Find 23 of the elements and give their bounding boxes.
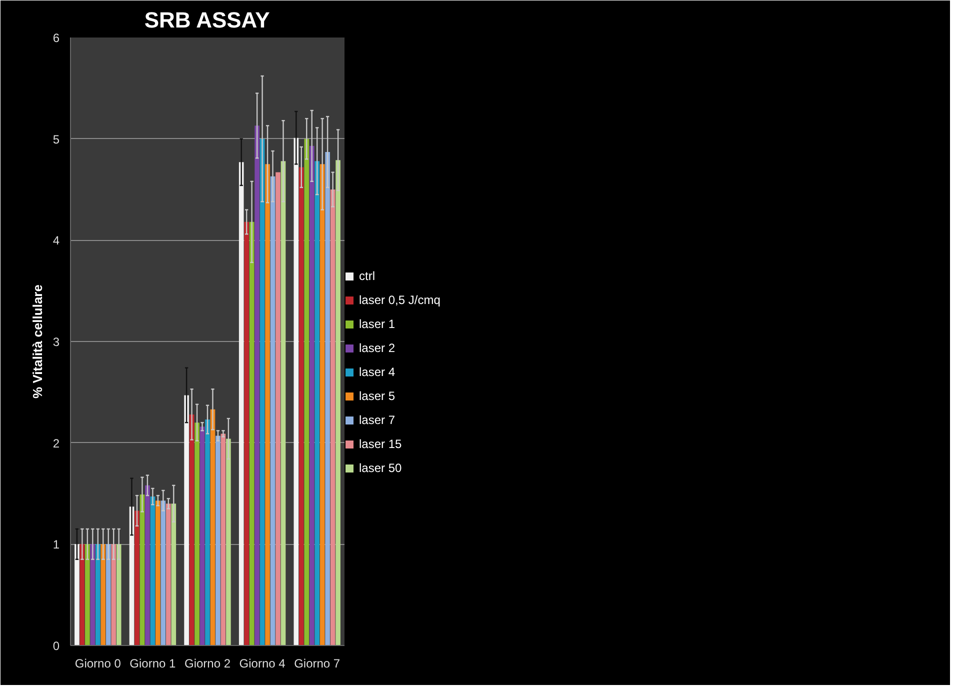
legend-label: ctrl bbox=[359, 269, 376, 283]
y-tick-label: 4 bbox=[52, 234, 60, 248]
y-tick-label: 0 bbox=[52, 639, 60, 653]
x-tick-label: Giorno 0 bbox=[74, 656, 122, 670]
y-axis-title: % Vitalità cellulare bbox=[30, 284, 45, 398]
x-tick-label: Giorno 1 bbox=[130, 656, 176, 670]
legend-label: laser 15 bbox=[359, 437, 402, 451]
y-tick-label: 2 bbox=[52, 436, 60, 450]
legend-label: laser 2 bbox=[359, 341, 396, 355]
legend-label: laser 0,5 J/cmq bbox=[359, 293, 440, 307]
y-tick-label: 6 bbox=[52, 31, 60, 45]
chart-title: SRB ASSAY bbox=[144, 8, 270, 32]
legend-label: laser 5 bbox=[359, 389, 396, 403]
x-tick-label: Giorno 2 bbox=[184, 656, 231, 670]
x-tick-label: Giorno 4 bbox=[239, 656, 286, 670]
legend-label: laser 50 bbox=[359, 461, 402, 475]
legend-label: laser 1 bbox=[359, 317, 396, 331]
legend-label: laser 4 bbox=[359, 365, 396, 379]
legend-label: laser 7 bbox=[359, 413, 396, 427]
y-tick-label: 3 bbox=[52, 335, 60, 349]
y-tick-label: 1 bbox=[52, 538, 60, 552]
x-tick-label: Giorno 7 bbox=[294, 656, 340, 670]
y-tick-label: 5 bbox=[52, 132, 60, 146]
